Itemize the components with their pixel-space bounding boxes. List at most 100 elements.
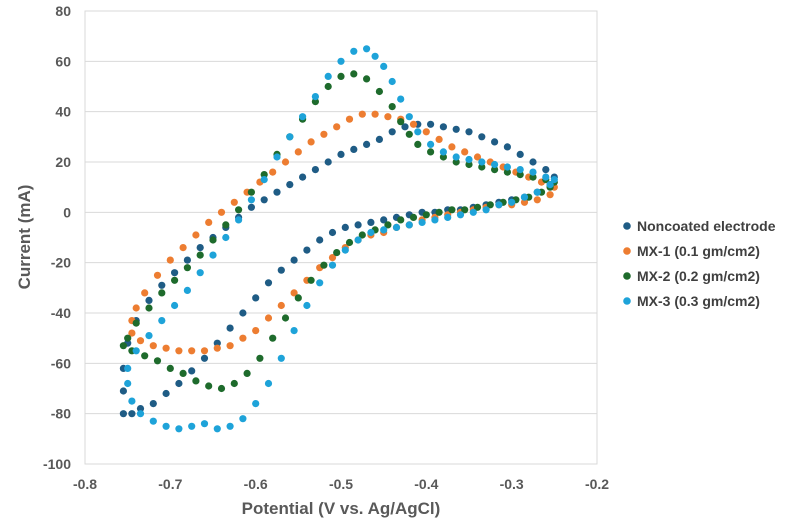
data-point [316,279,324,287]
data-point [299,113,307,121]
data-point [358,231,366,239]
data-point [418,218,426,226]
data-point [247,188,255,196]
data-point [196,251,204,259]
x-tick-label: -0.5 [329,476,353,492]
x-axis-ticks: -0.8 -0.7 -0.6 -0.5 -0.4 -0.3 -0.2 [73,476,609,492]
y-tick-label: 20 [55,154,71,170]
x-tick-label: -0.8 [73,476,97,492]
data-point [141,352,149,360]
data-point [328,228,337,237]
data-point [465,155,473,164]
data-point [341,246,349,254]
y-tick-label: 80 [55,3,71,19]
data-point [354,236,362,244]
data-point [171,301,179,310]
data-point [363,45,371,53]
data-point [363,140,371,148]
data-point [388,77,396,86]
y-axis-title: Current (mA) [15,185,34,290]
data-point [473,203,482,211]
data-point [397,95,405,103]
data-point [478,158,486,166]
data-point [209,251,217,259]
data-point [217,208,226,216]
data-point [452,125,460,133]
data-point [354,221,362,229]
data-point [503,163,511,171]
data-point [503,168,511,176]
data-point [119,387,127,395]
data-point [247,203,255,211]
data-point [482,206,490,214]
data-point [294,148,302,156]
data-point [486,201,494,209]
data-point [256,354,264,362]
data-point [136,410,145,418]
data-point [405,221,413,229]
y-tick-label: 60 [55,53,71,69]
data-point [145,304,153,312]
data-point [401,123,409,131]
legend-item: MX-2 (0.2 gm/cm2) [623,268,760,284]
y-tick-label: -100 [43,456,71,472]
data-point [158,317,166,325]
data-point [281,158,290,166]
data-point [375,87,383,96]
data-point [550,176,558,184]
data-point [166,256,174,264]
data-point [546,191,554,199]
data-point [307,138,315,146]
data-point [439,123,447,131]
data-series [119,45,558,433]
data-point [277,266,285,274]
data-point [132,304,140,312]
data-point [171,276,179,284]
data-point [345,115,354,123]
data-point [128,329,136,337]
data-point [222,233,230,242]
data-point [380,62,388,70]
data-point [226,422,234,430]
data-point [153,271,162,279]
x-tick-label: -0.2 [585,476,609,492]
data-point [264,279,273,287]
data-point [149,342,157,350]
data-point [456,211,465,219]
data-point [290,256,298,264]
data-point [281,314,290,322]
data-point [196,244,204,252]
data-point [465,160,473,169]
data-point [124,364,132,372]
data-point [145,332,153,340]
data-point [179,369,187,377]
legend-label: MX-3 (0.3 gm/cm2) [637,293,760,309]
data-point [542,166,550,174]
data-point [533,188,541,196]
data-point [320,130,328,138]
data-point [179,244,187,252]
data-point [294,294,302,302]
data-point [508,198,516,206]
data-point [303,301,311,310]
data-point [363,75,371,83]
data-point [495,201,503,209]
data-point [422,211,430,219]
data-point [392,223,401,231]
data-point [333,123,341,131]
data-point [200,420,209,428]
data-point [162,344,170,352]
data-point [286,181,294,189]
data-point [132,319,140,327]
data-point [260,176,268,184]
data-point [452,153,460,161]
data-point [175,425,183,433]
data-point [324,82,332,91]
data-point [307,276,315,284]
data-point [213,425,221,433]
data-point [414,128,422,136]
data-point [405,113,413,121]
data-point [491,166,499,174]
data-point [209,236,217,244]
